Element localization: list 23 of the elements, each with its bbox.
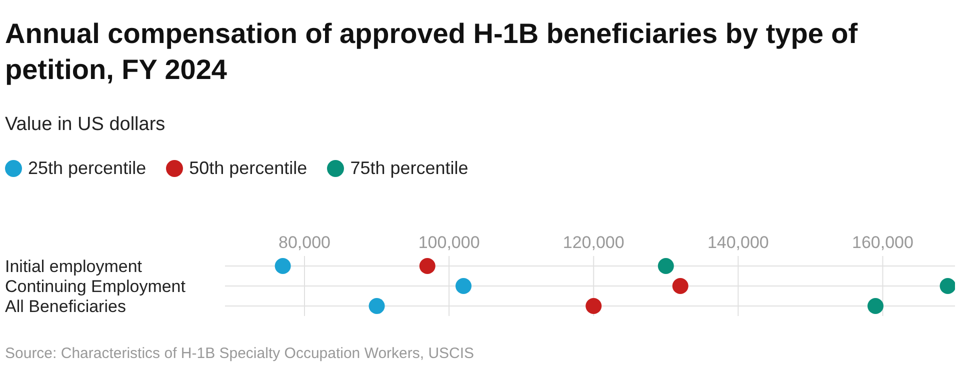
x-tick-label: 160,000 xyxy=(852,233,914,252)
point xyxy=(368,298,385,314)
y-tick-label: Continuing Employment xyxy=(5,277,186,296)
x-tick-label: 120,000 xyxy=(562,233,624,252)
point xyxy=(940,278,955,294)
point xyxy=(867,298,884,314)
x-tick-label: 140,000 xyxy=(707,233,769,252)
point xyxy=(658,258,674,274)
x-tick-label: 100,000 xyxy=(418,233,480,252)
x-tick-label: 80,000 xyxy=(278,233,331,252)
point xyxy=(419,258,436,274)
chart-subtitle: Value in US dollars xyxy=(5,114,166,136)
source-note: Source: Characteristics of H-1B Specialty Occupation Workers, USCIS xyxy=(5,345,474,362)
legend-label: 75th percentile xyxy=(350,158,468,179)
point xyxy=(672,278,688,294)
y-tick-label: All Beneficiaries xyxy=(5,297,126,316)
legend-label: 50th percentile xyxy=(189,158,308,179)
point xyxy=(274,258,291,274)
point xyxy=(456,278,472,294)
point xyxy=(586,298,602,314)
y-tick-label: Initial employment xyxy=(5,257,142,276)
chart-title: Annual compensation of approved H-1B beneficiaries by type of petition, FY 2024 xyxy=(5,17,859,87)
legend-label: 25th percentile xyxy=(28,158,146,179)
